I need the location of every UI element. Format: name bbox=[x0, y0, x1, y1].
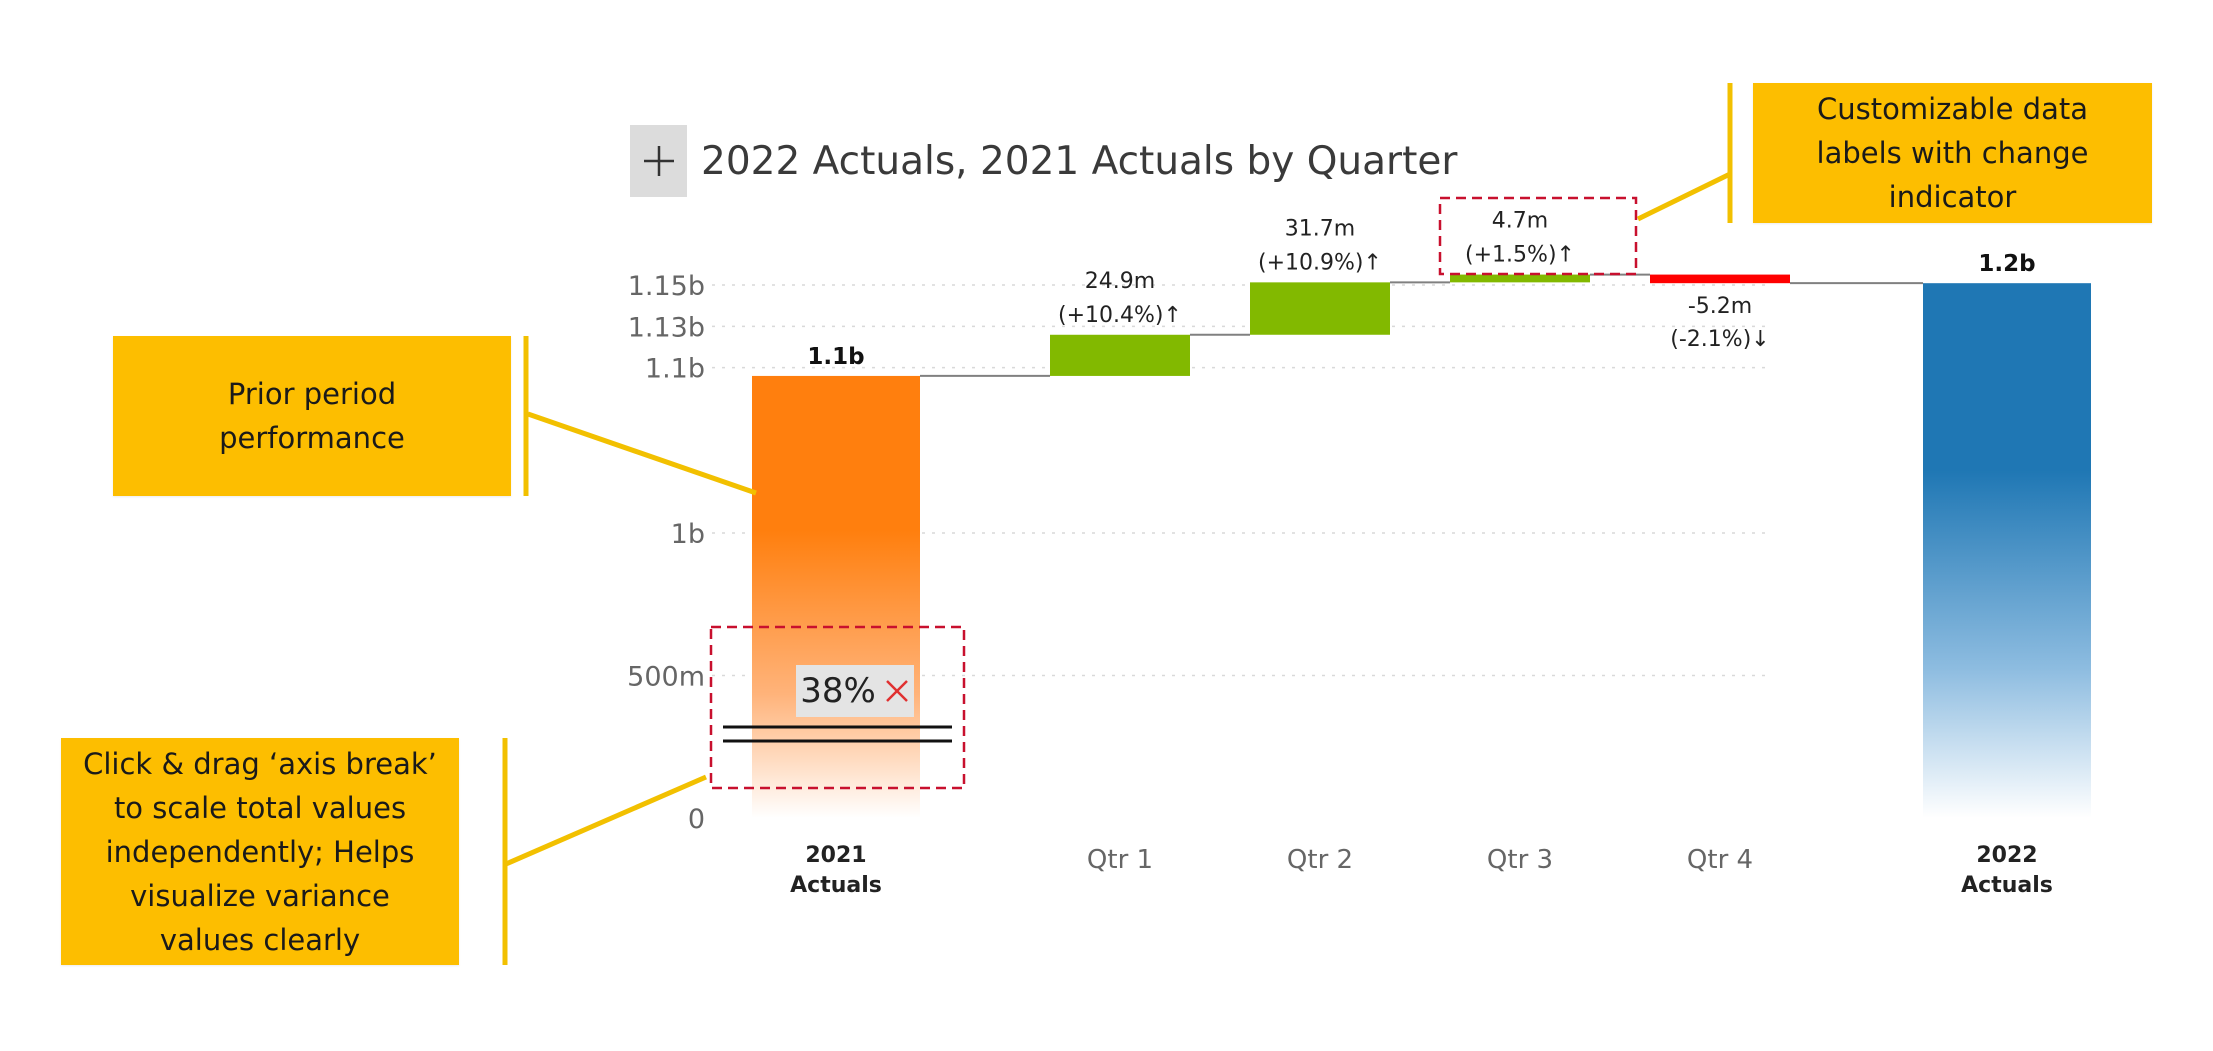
x-tick-label: Qtr 4 bbox=[1687, 845, 1753, 875]
close-icon bbox=[885, 680, 908, 702]
callout-axis-break-text: Click & drag ‘axis break’ to scale total… bbox=[83, 746, 437, 957]
bar bbox=[1650, 274, 1790, 284]
bar bbox=[752, 375, 920, 818]
x-tick-label: Qtr 1 bbox=[1087, 845, 1153, 875]
annotations bbox=[502, 83, 1733, 965]
x-tick-label: Qtr 2 bbox=[1287, 845, 1353, 875]
chart-title: 2022 Actuals, 2021 Actuals by Quarter bbox=[701, 138, 1458, 184]
bars bbox=[752, 274, 2091, 818]
data-label: 1.2b bbox=[1978, 251, 2035, 277]
y-axis: 0 500m 1b 1.1b 1.13b 1.15b bbox=[627, 271, 705, 835]
x-tick-label: Qtr 3 bbox=[1487, 845, 1553, 875]
plus-icon bbox=[643, 146, 674, 176]
bar bbox=[1923, 283, 2091, 818]
bar bbox=[1450, 274, 1590, 283]
data-label: 4.7m bbox=[1492, 209, 1548, 234]
x-tick-label: 2022 Actuals bbox=[1961, 843, 2053, 898]
y-tick-label: 500m bbox=[627, 662, 705, 693]
data-label: -5.2m bbox=[1688, 294, 1752, 319]
axis-break-percent: 38% bbox=[800, 671, 876, 711]
gridlines bbox=[712, 284, 1770, 677]
y-tick-label: 1b bbox=[671, 519, 705, 550]
data-label: 31.7m bbox=[1285, 216, 1355, 241]
leader-line-prior-period bbox=[527, 411, 757, 496]
callout-axis-break: Click & drag ‘axis break’ to scale total… bbox=[61, 738, 459, 965]
data-label: 1.1b bbox=[807, 344, 864, 370]
leader-line-axis-break bbox=[505, 774, 707, 867]
y-tick-label: 1.15b bbox=[628, 271, 705, 302]
x-axis: 2021 Actuals Qtr 1 Qtr 2 Qtr 3 Qtr 4 2022 Actua… bbox=[790, 843, 2053, 898]
callout-data-labels: Customizable data labels with change ind… bbox=[1753, 83, 2152, 223]
bar bbox=[1050, 334, 1190, 376]
bar bbox=[1250, 282, 1390, 335]
data-label-highlight-box bbox=[1438, 196, 1638, 276]
callout-data-labels-text: Customizable data labels with change ind… bbox=[1816, 92, 2089, 214]
leader-line-data-labels bbox=[1636, 171, 1732, 222]
remove-axis-break-button[interactable] bbox=[884, 678, 910, 704]
axis-break-control[interactable]: 38% bbox=[796, 665, 914, 717]
change-label: (+10.9%)↑ bbox=[1258, 250, 1382, 275]
change-label: (+10.4%)↑ bbox=[1058, 303, 1182, 328]
change-label: (-2.1%)↓ bbox=[1670, 327, 1769, 352]
callout-prior-period: Prior period performance bbox=[113, 336, 511, 496]
change-label: (+1.5%)↑ bbox=[1465, 243, 1575, 268]
y-tick-label: 1.13b bbox=[628, 312, 705, 343]
chart-header: 2022 Actuals, 2021 Actuals by Quarter bbox=[630, 125, 1457, 197]
callout-prior-period-text: Prior period performance bbox=[219, 377, 405, 455]
y-tick-label: 1.1b bbox=[645, 354, 705, 385]
data-labels: 1.1b 24.9m (+10.4%)↑ 31.7m (+10.9%)↑ 4.7m (+1.… bbox=[807, 209, 2035, 370]
data-label: 24.9m bbox=[1085, 269, 1155, 294]
x-tick-label: 2021 Actuals bbox=[790, 843, 882, 898]
y-tick-label: 0 bbox=[688, 804, 705, 835]
add-button[interactable] bbox=[630, 125, 687, 197]
